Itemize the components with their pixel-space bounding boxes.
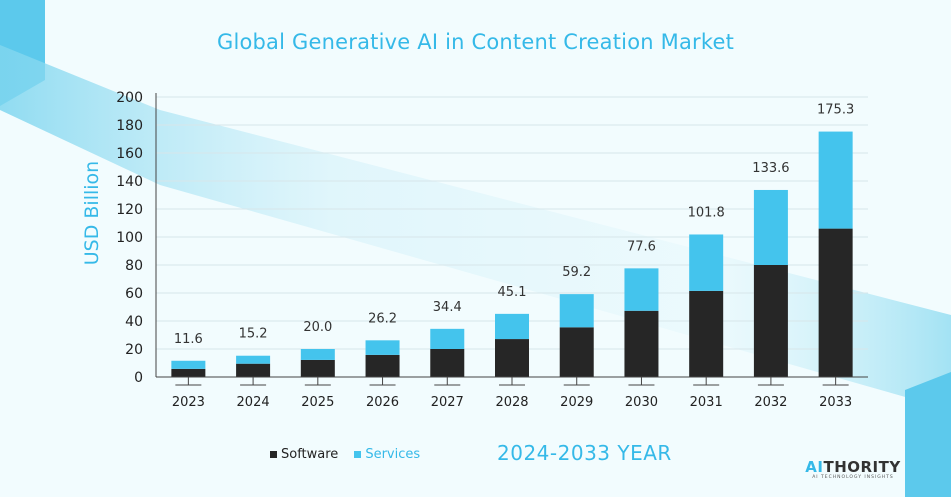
bar-services-2026	[365, 340, 400, 355]
bar-software-2029	[559, 327, 594, 377]
y-tick-label: 20	[125, 342, 143, 358]
legend-label-services: Services	[365, 447, 421, 462]
total-label-2031: 101.8	[688, 205, 725, 220]
legend-swatch-services	[354, 451, 362, 458]
bar-services-2024	[236, 355, 271, 364]
legend-swatch-software	[270, 451, 277, 458]
bar-services-2028	[495, 313, 529, 340]
total-label-2023: 11.6	[174, 332, 203, 347]
x-tick-label-2023: 2023	[172, 395, 205, 410]
bar-software-2031	[689, 290, 724, 377]
bar-software-2028	[495, 339, 529, 377]
legend-item-software: Software	[270, 447, 338, 462]
x-tick-label-2025: 2025	[301, 395, 334, 410]
bar-services-2027	[430, 328, 465, 349]
bar-services-2033	[818, 131, 853, 229]
x-tick-label-2031: 2031	[690, 395, 723, 410]
total-labels: 11.6 15.2 20.0 26.2 34.4 45.1 59.2 77.6 101.8 133…	[174, 103, 854, 347]
total-label-2032: 133.6	[752, 161, 789, 176]
y-tick-label: 180	[116, 118, 143, 134]
bar-software-2024	[236, 363, 271, 377]
y-tick-label: 60	[125, 286, 143, 302]
bar-software-2030	[624, 310, 659, 377]
bar-services-2029	[559, 294, 594, 328]
x-tick-label-2032: 2032	[754, 395, 787, 410]
bar-software-2033	[818, 228, 853, 377]
chart-title: Global Generative AI in Content Creation…	[216, 30, 735, 54]
legend: Software Services	[270, 447, 436, 462]
bar-software-2027	[430, 349, 465, 377]
x-tick-label-2024: 2024	[237, 395, 270, 410]
bar-software-2025	[300, 359, 335, 377]
bar-services-2023	[171, 360, 206, 369]
total-label-2029: 59.2	[562, 265, 591, 280]
bars	[171, 131, 853, 377]
y-tick-label: 0	[134, 370, 143, 386]
y-tick-label: 140	[116, 174, 143, 190]
x-tick-label-2027: 2027	[431, 395, 464, 410]
total-label-2026: 26.2	[368, 311, 397, 326]
total-label-2030: 77.6	[627, 239, 656, 254]
x-axis-ticks: 2023 2024 2025 2026 2027 2028 2029 2030 2031 2032…	[172, 377, 852, 410]
total-label-2027: 34.4	[433, 300, 462, 315]
logo-wordmark: AITHORITY	[803, 458, 903, 476]
bar-services-2031	[689, 234, 724, 291]
x-axis-title: 2024-2033 YEAR	[497, 441, 672, 465]
y-tick-label: 100	[116, 230, 143, 246]
bar-software-2026	[365, 354, 400, 377]
logo-tagline: AI TECHNOLOGY INSIGHTS	[812, 475, 894, 480]
x-tick-label-2029: 2029	[560, 395, 593, 410]
total-label-2033: 175.3	[817, 103, 854, 118]
y-axis-label: USD Billion	[81, 160, 103, 266]
bar-services-2032	[753, 189, 788, 265]
x-tick-label-2033: 2033	[819, 395, 852, 410]
logo-suffix: THORITY	[823, 458, 901, 476]
legend-label-software: Software	[281, 447, 339, 462]
gridlines	[156, 96, 868, 350]
bar-services-2030	[624, 268, 659, 311]
y-tick-label: 120	[116, 202, 143, 218]
y-tick-label: 40	[125, 314, 143, 330]
x-tick-label-2030: 2030	[625, 395, 658, 410]
y-tick-label: 200	[116, 90, 143, 106]
y-tick-label: 80	[125, 258, 143, 274]
decor-corner-bottom-right	[905, 372, 951, 497]
aithority-logo: AITHORITY AI TECHNOLOGY INSIGHTS	[803, 458, 903, 480]
total-label-2024: 15.2	[239, 327, 268, 342]
y-axis-ticks: 0 20 40 60 80 100 120 140 160 180 200	[116, 90, 143, 386]
total-label-2025: 20.0	[303, 320, 332, 335]
total-label-2028: 45.1	[498, 285, 527, 300]
legend-item-services: Services	[354, 447, 420, 462]
bar-software-2023	[171, 368, 206, 377]
y-tick-label: 160	[116, 146, 143, 162]
bar-services-2025	[300, 349, 335, 360]
logo-prefix: AI	[805, 458, 824, 476]
x-tick-label-2026: 2026	[366, 395, 399, 410]
bar-software-2032	[753, 265, 788, 377]
x-tick-label-2028: 2028	[495, 395, 528, 410]
